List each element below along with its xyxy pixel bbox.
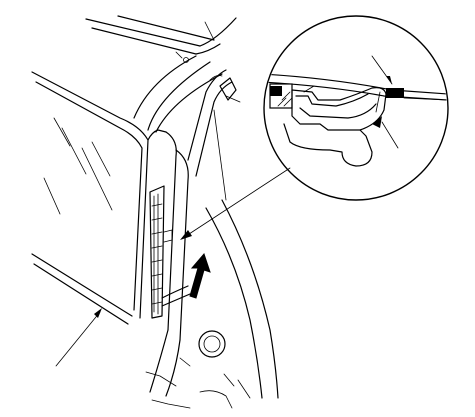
seal-block-right bbox=[386, 88, 404, 98]
pointer-to-glass-edge bbox=[55, 311, 101, 367]
pointer-to-clip-tab bbox=[381, 121, 399, 149]
removal-direction-arrow-icon bbox=[189, 253, 211, 299]
seal-block-left bbox=[269, 83, 293, 109]
pointer-to-clip-detail bbox=[185, 167, 291, 237]
clip-detail-magnifier bbox=[263, 15, 449, 201]
a-pillar bbox=[133, 55, 279, 409]
door-window-glass bbox=[31, 71, 149, 325]
roof-panel bbox=[85, 15, 237, 63]
callout-leaders bbox=[55, 55, 399, 367]
pillar-hole bbox=[198, 330, 226, 358]
retaining-clip bbox=[283, 85, 387, 167]
pillar-weatherstrip bbox=[149, 185, 191, 319]
